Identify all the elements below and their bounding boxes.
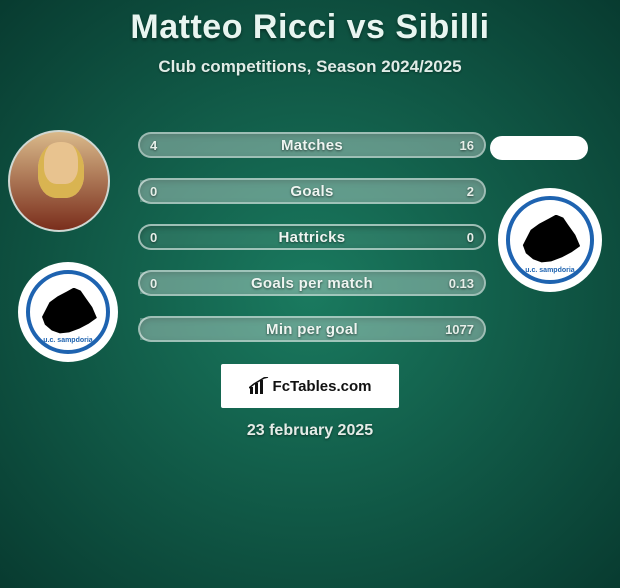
stat-value-right: 2 (467, 180, 474, 202)
stat-bar: Min per goal1077 (138, 316, 486, 342)
stat-value-right: 1077 (445, 318, 474, 340)
badge-caption: u.c. sampdoria (30, 337, 106, 344)
stat-value-right: 0.13 (449, 272, 474, 294)
sampdoria-badge-icon: u.c. sampdoria (506, 196, 593, 283)
player-left-club-badge: u.c. sampdoria (18, 262, 118, 362)
stats-bars: Matches416Goals02Hattricks00Goals per ma… (138, 132, 486, 362)
page-title: Matteo Ricci vs Sibilli (0, 8, 620, 47)
brand-box: FcTables.com (221, 364, 399, 408)
stat-value-left: 4 (150, 134, 157, 156)
stat-bar: Goals0 2 (138, 178, 486, 204)
stat-label: Hattricks (140, 226, 484, 248)
player-right-avatar-placeholder (490, 136, 588, 160)
stat-label: Goals per match (140, 272, 484, 294)
stat-value-left: 0 (150, 226, 157, 248)
stat-value-left: 0 (150, 180, 157, 202)
stat-bar: Goals per match0 0.13 (138, 270, 486, 296)
player-left-avatar (8, 130, 110, 232)
stat-value-right: 16 (460, 134, 474, 156)
stat-bar: Hattricks0 0 (138, 224, 486, 250)
badge-caption: u.c. sampdoria (510, 267, 589, 274)
sampdoria-badge-icon: u.c. sampdoria (26, 270, 110, 354)
footer-date: 23 february 2025 (0, 422, 620, 440)
brand-text: FcTables.com (273, 378, 372, 395)
stat-value-right: 0 (467, 226, 474, 248)
player-right-club-badge: u.c. sampdoria (498, 188, 602, 292)
stat-value-left: 0 (150, 272, 157, 294)
subtitle: Club competitions, Season 2024/2025 (0, 57, 620, 77)
bar-chart-icon (249, 377, 269, 395)
stat-label: Min per goal (140, 318, 484, 340)
stat-bar: Matches4 16 (138, 132, 486, 158)
stat-label: Matches (140, 134, 484, 156)
stat-label: Goals (140, 180, 484, 202)
